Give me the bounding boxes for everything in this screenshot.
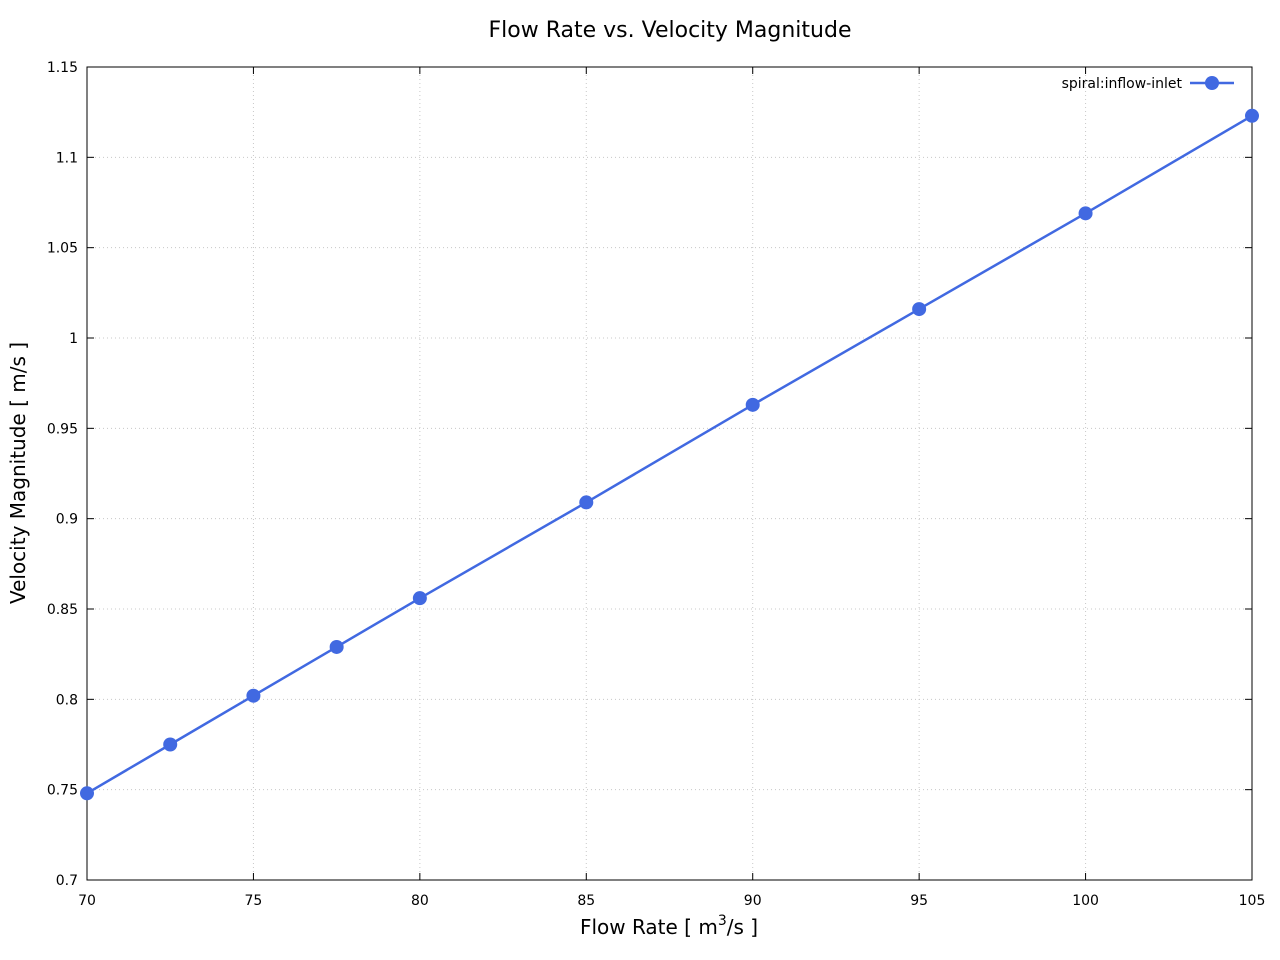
- x-axis-label-suffix: /s ]: [727, 915, 758, 939]
- series-layer: [80, 108, 1259, 801]
- x-tick-label: 95: [910, 893, 928, 909]
- legend: spiral:inflow-inlet: [1062, 76, 1234, 92]
- x-tick-label: 80: [411, 893, 429, 909]
- y-tick-label: 0.7: [56, 873, 78, 889]
- x-axis-label: Flow Rate [ m3/s ]: [580, 913, 758, 939]
- data-point: [745, 397, 760, 412]
- y-tick-label: 1: [69, 331, 78, 347]
- series-line: [86, 114, 1253, 795]
- x-tick-labels: 70 75 80 85 90 95 100 105: [78, 893, 1265, 909]
- data-point: [80, 786, 94, 801]
- y-tick-label: 1.05: [47, 241, 78, 257]
- data-point: [246, 688, 261, 703]
- y-tick-labels: 0.7 0.75 0.8 0.85 0.9 0.95 1 1.05 1.1 1.15: [47, 60, 78, 889]
- x-axis-label-prefix: Flow Rate [ m: [580, 915, 718, 939]
- y-tick-label: 0.8: [56, 692, 78, 708]
- y-tick-label: 0.95: [47, 421, 78, 437]
- data-point: [1078, 206, 1093, 221]
- plot-area-border: [86, 66, 1253, 881]
- x-tick-label: 90: [744, 893, 762, 909]
- y-tick-label: 0.85: [47, 602, 78, 618]
- x-tick-label: 85: [577, 893, 595, 909]
- data-point: [412, 591, 427, 606]
- x-tick-label: 70: [78, 893, 96, 909]
- y-tick-label: 0.9: [56, 512, 78, 528]
- x-tick-label: 75: [245, 893, 263, 909]
- data-point: [912, 302, 927, 317]
- data-point: [579, 495, 594, 510]
- y-tick-label: 1.15: [47, 60, 78, 76]
- x-tick-label: 105: [1239, 893, 1266, 909]
- x-axis-label-superscript: 3: [718, 913, 727, 929]
- chart-title: Flow Rate vs. Velocity Magnitude: [489, 18, 852, 43]
- x-tick-label: 100: [1072, 893, 1099, 909]
- data-point: [329, 639, 344, 654]
- y-axis-label: Velocity Magnitude [ m/s ]: [6, 342, 30, 604]
- data-point: [1245, 108, 1259, 123]
- legend-label: spiral:inflow-inlet: [1062, 76, 1183, 92]
- legend-marker: [1205, 76, 1219, 90]
- y-tick-label: 1.1: [56, 150, 78, 166]
- y-tick-label: 0.75: [47, 783, 78, 799]
- data-point: [163, 737, 178, 752]
